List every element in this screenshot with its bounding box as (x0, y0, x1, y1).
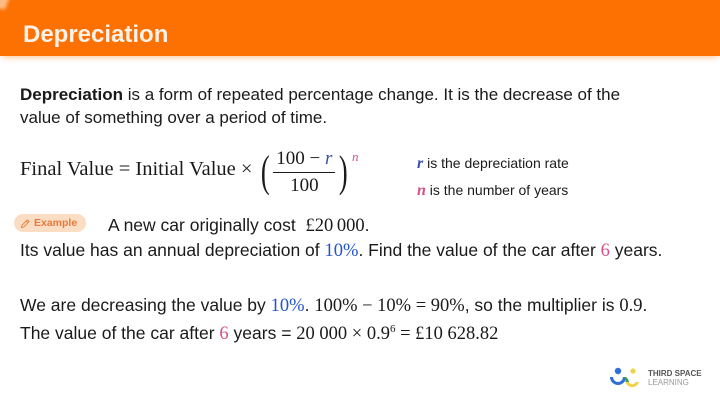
svg-text:THIRD SPACE: THIRD SPACE (648, 369, 702, 378)
svg-text:LEARNING: LEARNING (648, 378, 689, 387)
